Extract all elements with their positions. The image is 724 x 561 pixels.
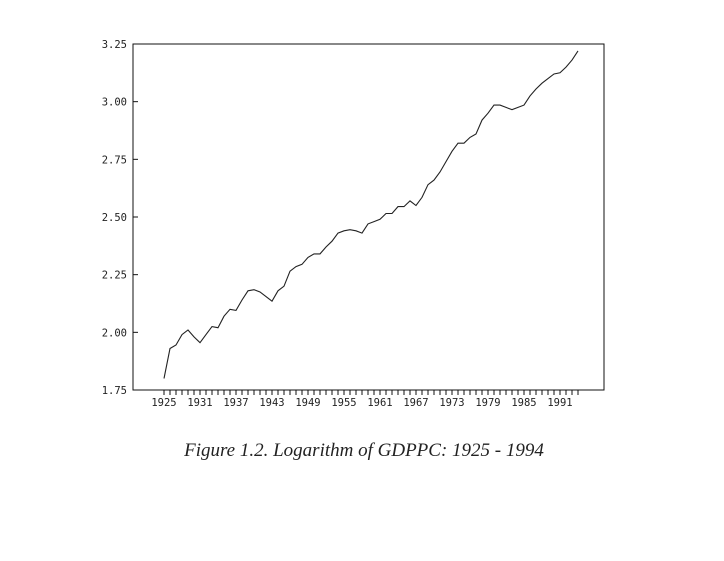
x-tick-label: 1985 [511, 397, 536, 409]
x-tick-label: 1961 [367, 397, 392, 409]
figure-caption: Figure 1.2. Logarithm of GDPPC: 1925 - 1… [184, 440, 544, 461]
y-tick-label: 3.00 [102, 97, 127, 109]
x-tick-label: 1979 [475, 397, 500, 409]
x-tick-label: 1925 [151, 397, 176, 409]
y-tick-label: 2.75 [102, 154, 127, 166]
x-tick-label: 1943 [259, 397, 284, 409]
x-tick-label: 1931 [187, 397, 212, 409]
x-tick-label: 1955 [331, 397, 356, 409]
x-tick-label: 1991 [547, 397, 572, 409]
y-tick-label: 3.25 [102, 39, 127, 51]
y-tick-label: 2.50 [102, 212, 127, 224]
x-tick-label: 1937 [223, 397, 248, 409]
y-tick-label: 1.75 [102, 385, 127, 397]
series-line-gdppc [163, 50, 579, 379]
x-tick-label: 1967 [403, 397, 428, 409]
x-tick-label: 1949 [295, 397, 320, 409]
x-tick-label: 1973 [439, 397, 464, 409]
y-tick-label: 2.00 [102, 327, 127, 339]
y-tick-label: 2.25 [102, 270, 127, 282]
